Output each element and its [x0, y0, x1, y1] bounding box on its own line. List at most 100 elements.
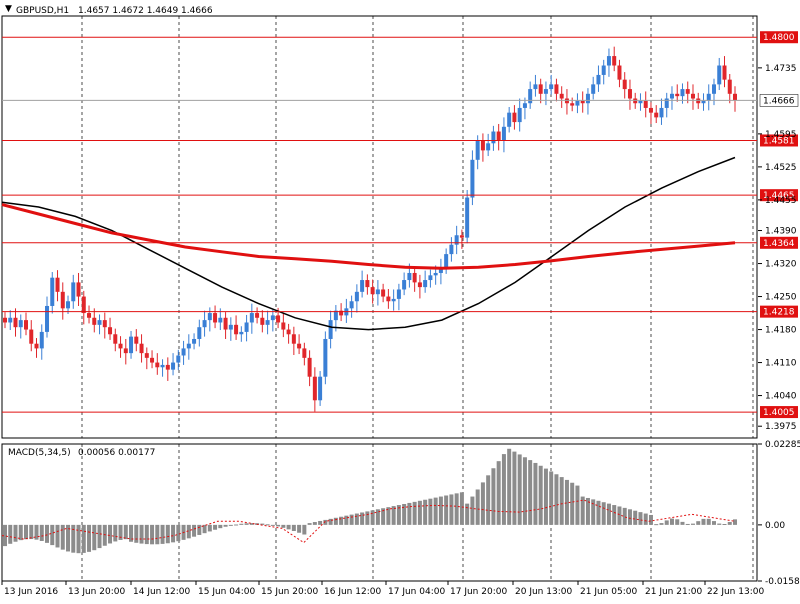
- candle-body: [580, 100, 585, 104]
- macd-bar: [29, 524, 34, 540]
- candle-body: [554, 84, 559, 94]
- triangle-down-icon[interactable]: ▼: [5, 4, 12, 14]
- candle-body: [669, 93, 674, 99]
- macd-bar: [690, 523, 695, 525]
- macd-bar: [459, 492, 464, 525]
- candle-body: [664, 98, 669, 108]
- macd-bar: [228, 524, 233, 526]
- macd-bar: [633, 510, 638, 525]
- candle-body: [223, 317, 228, 330]
- level-label-box: [760, 305, 798, 318]
- candle-body: [328, 320, 333, 339]
- macd-bar: [407, 502, 412, 525]
- macd-values: 0.00056 0.00177: [78, 448, 155, 458]
- level-label: 1.4005: [763, 408, 795, 418]
- macd-bar: [24, 524, 29, 540]
- macd-bar: [197, 524, 202, 535]
- macd-bar: [480, 482, 485, 525]
- candle-body: [118, 343, 123, 349]
- macd-bar: [680, 521, 685, 525]
- macd-bar: [733, 519, 737, 525]
- macd-bar: [727, 521, 732, 525]
- macd-bar: [538, 465, 543, 525]
- macd-bar: [281, 524, 286, 528]
- macd-bar: [276, 524, 281, 527]
- macd-bar: [722, 523, 727, 525]
- macd-bar: [496, 461, 501, 525]
- candle-body: [108, 327, 113, 335]
- macd-bar: [370, 510, 375, 525]
- macd-bar: [617, 506, 622, 525]
- macd-bar: [664, 520, 669, 525]
- candle-body: [375, 289, 380, 295]
- candle-body: [722, 65, 727, 80]
- macd-bar: [643, 513, 648, 525]
- macd-bar: [412, 501, 417, 525]
- candle-body: [627, 89, 632, 99]
- macd-bar: [596, 500, 601, 525]
- macd-bar: [360, 512, 365, 525]
- candle-body: [648, 107, 653, 113]
- candle-body: [412, 272, 417, 283]
- candle-body: [701, 100, 706, 104]
- macd-bar: [354, 513, 359, 525]
- candle-body: [8, 317, 13, 323]
- y-tick-label: 1.4455: [765, 196, 797, 206]
- macd-bar: [591, 499, 596, 525]
- candle-body: [438, 268, 443, 273]
- macd-bar: [297, 524, 302, 533]
- macd-bar: [244, 523, 249, 525]
- y-tick-label: 1.4040: [765, 392, 797, 402]
- candle-body: [496, 131, 501, 141]
- x-tick-label: 13 Jun 20:00: [68, 587, 125, 597]
- candle-body: [349, 301, 354, 309]
- candle-body: [60, 291, 65, 309]
- macd-bar: [213, 524, 218, 530]
- candle-body: [501, 126, 506, 141]
- macd-signal-line: [1, 499, 736, 544]
- macd-bar: [139, 524, 144, 544]
- macd-tick-label: 0.02285: [765, 440, 800, 450]
- macd-bar: [307, 523, 312, 525]
- candle-body: [276, 315, 281, 323]
- macd-bar: [55, 524, 60, 548]
- candle-body: [706, 93, 711, 101]
- candle-body: [533, 84, 538, 90]
- candle-body: [239, 331, 244, 335]
- candle-body: [3, 317, 7, 323]
- macd-bar: [97, 524, 102, 549]
- candle-body: [213, 313, 218, 323]
- macd-bar: [13, 524, 18, 542]
- macd-bar: [87, 524, 92, 552]
- candle-body: [433, 272, 438, 276]
- macd-bar: [449, 494, 454, 525]
- x-tick-label: 20 Jun 13:00: [515, 587, 572, 597]
- y-tick-label: 1.4735: [765, 64, 797, 74]
- macd-bar: [265, 524, 270, 526]
- candle-body: [249, 313, 254, 323]
- candle-body: [522, 103, 527, 108]
- candle-body: [675, 93, 680, 97]
- candle-body: [543, 89, 548, 94]
- macd-bar: [711, 521, 716, 525]
- candle-body: [370, 287, 375, 295]
- macd-bar: [580, 496, 585, 525]
- chart-symbol: GBPUSD,H1: [16, 6, 69, 16]
- candle-body: [139, 343, 144, 354]
- macd-bar: [76, 524, 81, 554]
- candle-body: [606, 56, 611, 66]
- macd-bar: [533, 462, 538, 525]
- macd-bar: [186, 524, 191, 539]
- level-label-box: [760, 31, 798, 44]
- candle-body: [528, 89, 533, 104]
- candle-body: [654, 112, 659, 118]
- candle-body: [87, 313, 92, 318]
- candle-body: [228, 324, 233, 330]
- macd-bar: [601, 502, 606, 525]
- candle-body: [333, 310, 338, 321]
- macd-bar: [417, 500, 422, 525]
- macd-bar: [365, 511, 370, 525]
- macd-bar: [328, 518, 333, 525]
- candle-body: [680, 89, 685, 97]
- candle-body: [134, 336, 139, 344]
